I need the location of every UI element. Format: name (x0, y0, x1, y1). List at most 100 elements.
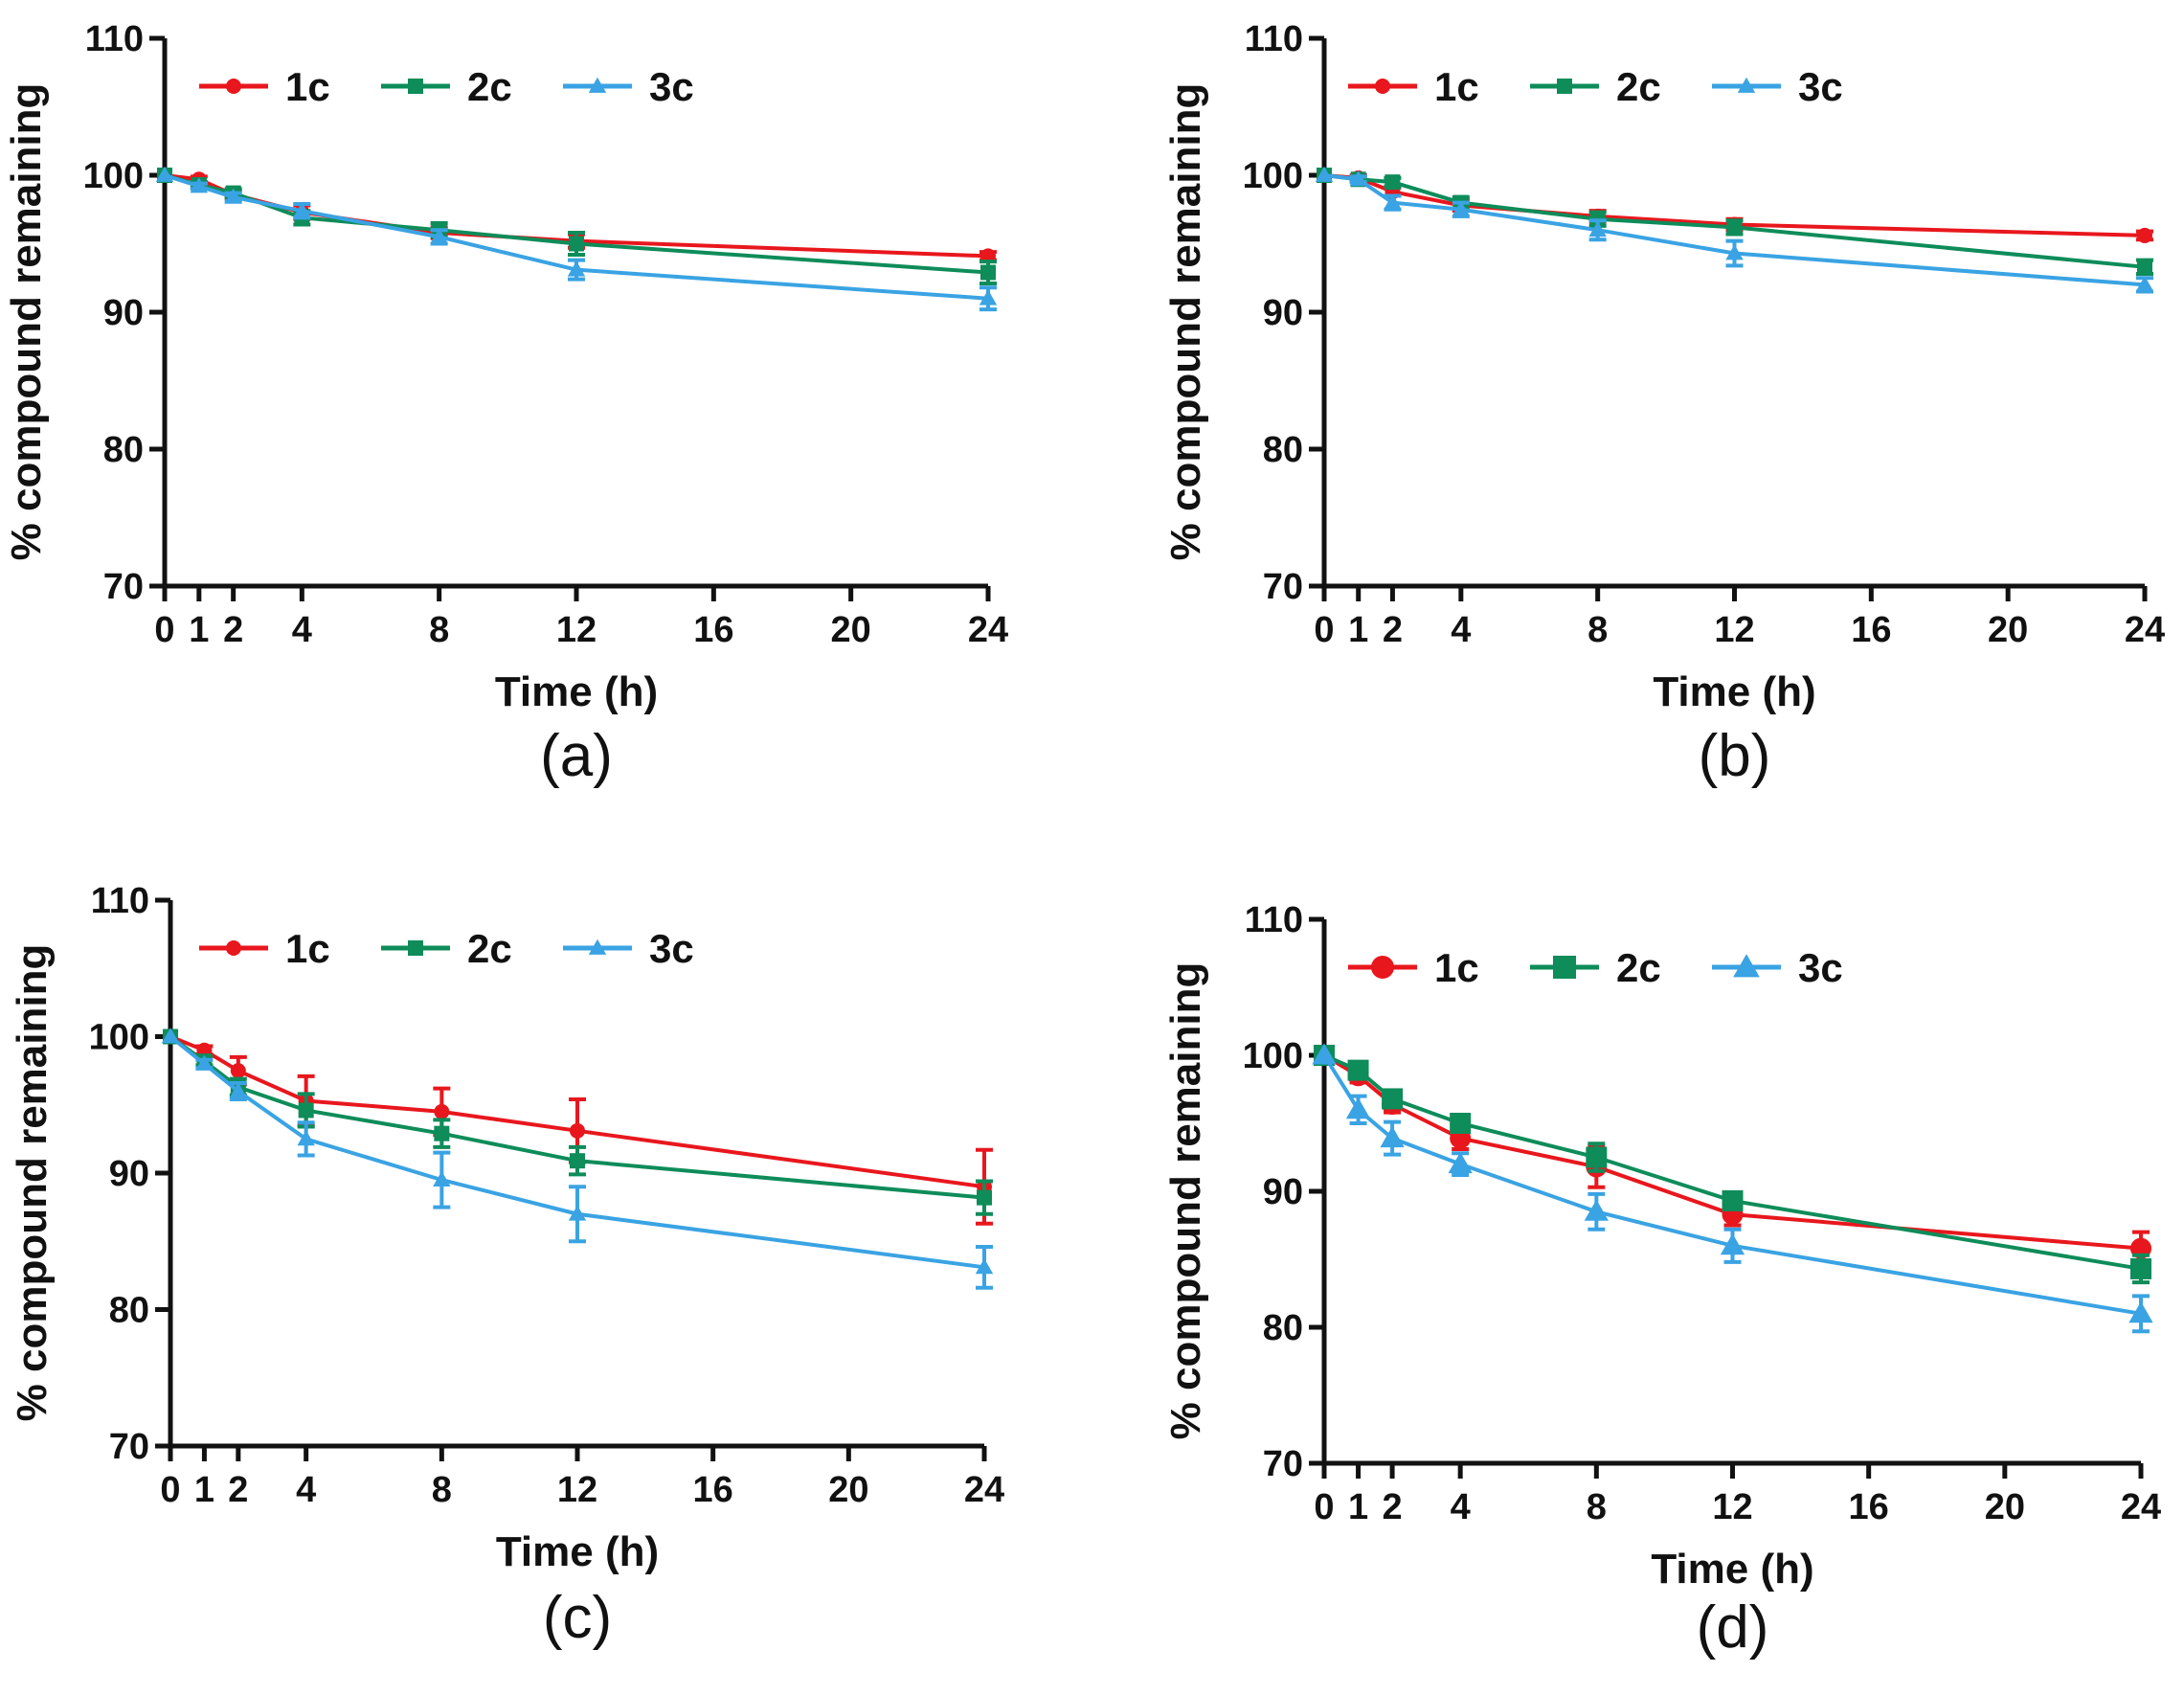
legend-item-2c: 2c (1530, 945, 1661, 990)
data-point-3c (433, 1170, 451, 1187)
data-point-3c (1452, 200, 1471, 216)
x-tick-label: 2 (1383, 610, 1403, 650)
legend-item-3c: 3c (1712, 64, 1843, 109)
legend-item-1c: 1c (199, 64, 330, 109)
data-point-2c (977, 1189, 992, 1206)
y-tick-label: 70 (1263, 567, 1303, 607)
x-tick-label: 16 (693, 1470, 733, 1510)
data-point-3c (297, 1130, 315, 1146)
x-axis-title: Time (h) (496, 1528, 659, 1575)
x-tick-label: 1 (1348, 1487, 1368, 1527)
x-tick-label: 0 (154, 610, 174, 650)
x-tick-label: 4 (1451, 610, 1471, 650)
legend-label-1c: 1c (285, 926, 330, 971)
data-point-2c (980, 264, 996, 281)
x-tick-label: 20 (1988, 610, 2028, 650)
x-tick-label: 2 (228, 1470, 248, 1510)
legend-marker-3c (1733, 954, 1760, 978)
x-tick-label: 4 (1451, 1487, 1471, 1527)
x-tick-label: 12 (1712, 1487, 1752, 1527)
y-tick-label: 70 (109, 1427, 149, 1467)
data-point-2c (1722, 1189, 1744, 1211)
legend-item-2c: 2c (381, 926, 512, 971)
data-point-3c (229, 1082, 248, 1098)
legend-label-3c: 3c (1798, 945, 1843, 990)
legend-marker-3c (588, 77, 607, 93)
legend-label-2c: 2c (1616, 64, 1661, 109)
data-point-2c (1382, 1088, 1404, 1110)
x-tick-label: 24 (2125, 610, 2165, 650)
x-tick-label: 12 (556, 610, 597, 650)
legend-marker-1c (226, 940, 241, 956)
data-point-3c (190, 177, 209, 193)
data-point-3c (2135, 276, 2154, 292)
legend-label-1c: 1c (1434, 945, 1479, 990)
y-tick-label: 110 (1245, 900, 1303, 940)
x-tick-label: 8 (429, 610, 449, 650)
y-tick-label: 70 (103, 567, 144, 607)
legend-label-3c: 3c (649, 926, 694, 971)
legend-item-3c: 3c (563, 64, 694, 109)
data-point-1c (2137, 227, 2152, 243)
y-tick-label: 80 (1263, 1308, 1303, 1348)
y-tick-label: 110 (85, 19, 144, 59)
x-axis-title: Time (h) (1651, 1546, 1813, 1593)
x-tick-label: 0 (1314, 610, 1334, 650)
data-point-3c (979, 289, 998, 305)
data-point-3c (161, 1028, 180, 1044)
legend-marker-1c (226, 79, 241, 94)
legend-label-2c: 2c (467, 926, 512, 971)
legend-label-2c: 2c (467, 64, 512, 109)
x-tick-label: 20 (828, 1470, 868, 1510)
data-point-3c (568, 1205, 587, 1221)
panel-label: (b) (1699, 723, 1771, 789)
x-tick-label: 8 (1587, 1487, 1607, 1527)
y-axis-title: % compound remaining (3, 83, 50, 561)
data-point-3c (155, 166, 174, 182)
legend-item-3c: 3c (1712, 945, 1843, 990)
x-tick-label: 4 (292, 610, 312, 650)
data-point-2c (434, 1125, 450, 1141)
legend-label-3c: 3c (649, 64, 694, 109)
x-tick-label: 0 (160, 1470, 180, 1510)
data-point-3c (2128, 1301, 2153, 1323)
data-point-1c (570, 1122, 585, 1139)
data-point-3c (1312, 1043, 1337, 1065)
x-tick-label: 20 (831, 610, 871, 650)
y-tick-label: 110 (91, 881, 149, 921)
legend-label-3c: 3c (1798, 64, 1843, 109)
data-point-3c (975, 1258, 994, 1275)
data-point-3c (1345, 1097, 1371, 1119)
y-tick-label: 80 (103, 430, 144, 470)
data-point-3c (1315, 166, 1334, 182)
y-tick-label: 90 (109, 1154, 149, 1194)
x-axis-title: Time (h) (495, 668, 658, 715)
y-tick-label: 100 (1243, 1036, 1303, 1076)
x-tick-label: 2 (1383, 1487, 1403, 1527)
legend-item-2c: 2c (1530, 64, 1661, 109)
legend-marker-3c (1737, 77, 1756, 93)
y-tick-label: 100 (83, 156, 144, 196)
x-tick-label: 24 (964, 1470, 1004, 1510)
y-tick-label: 100 (1243, 156, 1303, 196)
legend-item-1c: 1c (1348, 64, 1479, 109)
y-tick-label: 90 (1263, 1172, 1303, 1212)
data-point-3c (1584, 1199, 1609, 1221)
panel-label: (c) (543, 1585, 612, 1651)
data-point-3c (1349, 170, 1367, 187)
data-point-3c (224, 188, 242, 204)
x-tick-label: 24 (968, 610, 1008, 650)
data-point-3c (1448, 1151, 1473, 1174)
legend-item-1c: 1c (199, 926, 330, 971)
data-point-3c (1720, 1233, 1745, 1255)
legend-marker-3c (588, 938, 607, 955)
x-tick-label: 1 (194, 1470, 214, 1510)
legend-label-1c: 1c (1434, 64, 1479, 109)
legend-marker-1c (1375, 79, 1390, 94)
data-point-3c (1588, 221, 1607, 237)
legend-item-2c: 2c (381, 64, 512, 109)
